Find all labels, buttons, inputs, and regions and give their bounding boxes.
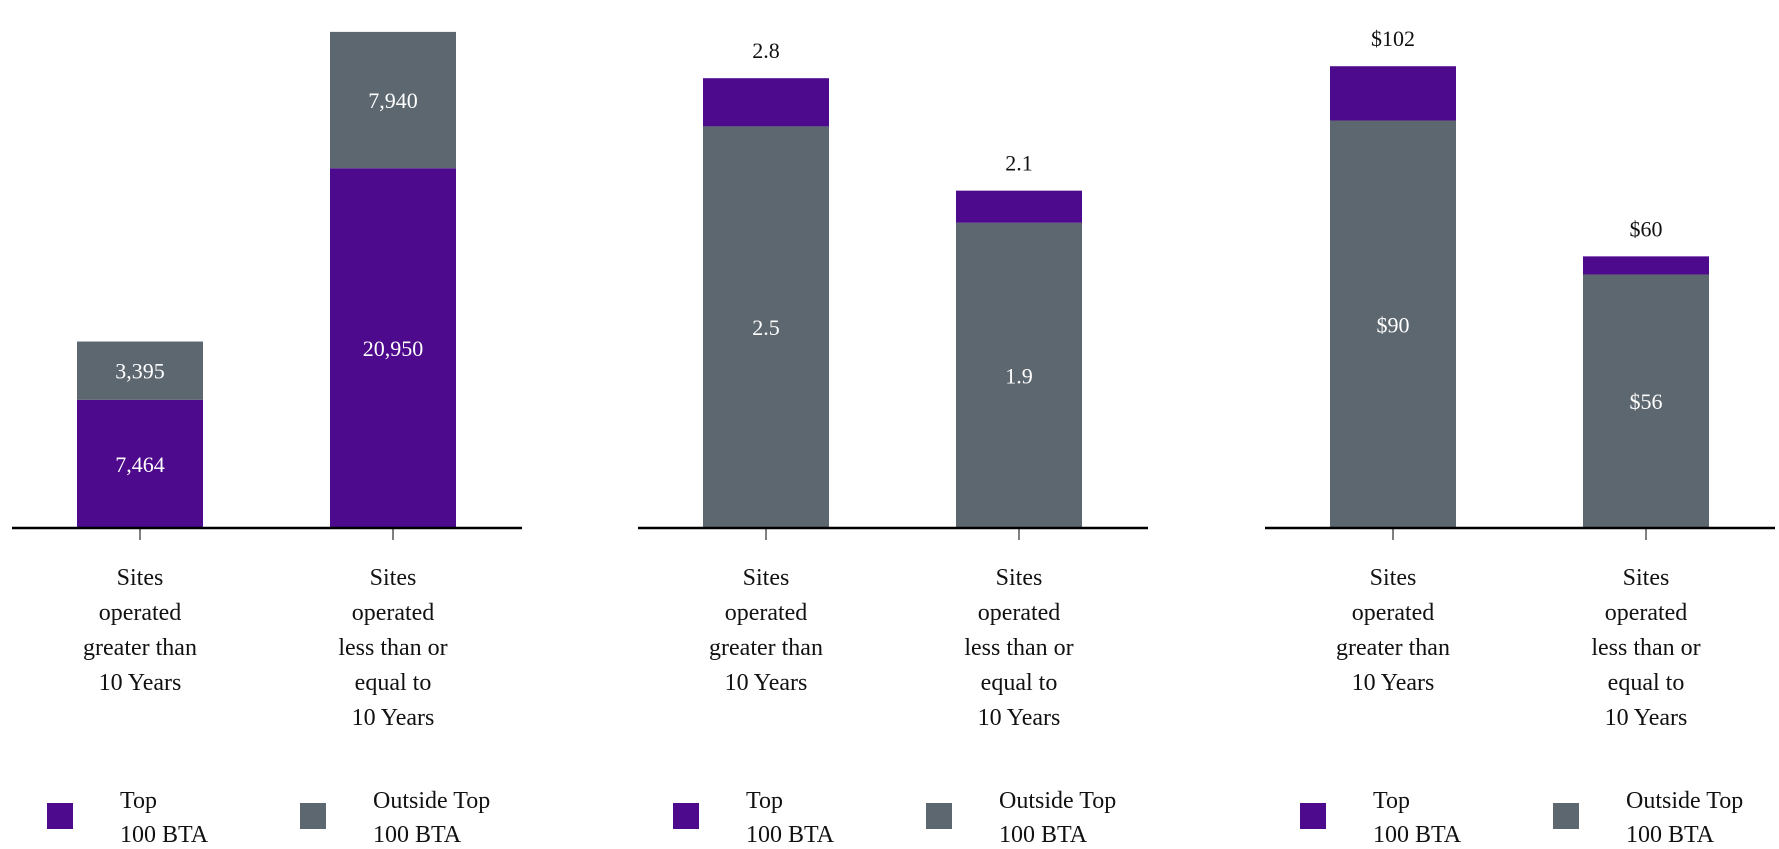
category-label-line: Sites (743, 565, 790, 591)
legend-label-line: 100 BTA (999, 822, 1088, 848)
legend-label-outside: Outside Top 100 BTA (999, 788, 1116, 848)
bar-outside-top-100-bta-1 (1330, 120, 1456, 528)
category-label-line: 10 Years (725, 670, 808, 696)
total-label: $60 (1630, 216, 1663, 241)
legend-label-line: Outside Top (999, 788, 1116, 814)
data-label: $56 (1630, 389, 1663, 414)
legend-swatch-outside (300, 803, 326, 829)
category-label-line: equal to (981, 670, 1058, 696)
legend-label-line: Outside Top (373, 788, 490, 814)
data-label: 3,395 (115, 359, 165, 384)
data-label: 20,950 (363, 336, 424, 361)
category-label-line: 10 Years (1352, 670, 1435, 696)
category-label-line: 10 Years (352, 705, 435, 731)
legend-label-line: 100 BTA (373, 822, 462, 848)
category-label: Sites operated greater than 10 Years (83, 565, 197, 696)
chart-panel-2: 2.5 2.8 Sites operated greater than 10 Years 1… (638, 38, 1148, 848)
category-label-line: 10 Years (1605, 705, 1688, 731)
data-label: $90 (1377, 312, 1410, 337)
category-label-line: operated (1605, 600, 1688, 626)
category-label-line: equal to (1608, 670, 1685, 696)
legend-label-line: Outside Top (1626, 788, 1743, 814)
data-label: 7,464 (115, 452, 165, 477)
category-label: Sites operated less than or equal to 10 Year… (1591, 565, 1700, 731)
category-label: Sites operated less than or equal to 10 Year… (964, 565, 1073, 731)
chart-panel-3: $90 $102 Sites operated greater than 10 Years… (1265, 26, 1775, 848)
bar-outside-top-100-bta-1 (77, 341, 203, 400)
bar-outside-top-100-bta-2 (1583, 274, 1709, 528)
legend-swatch-outside (926, 803, 952, 829)
legend-swatch-outside (1553, 803, 1579, 829)
bar-top-100-bta-2 (956, 190, 1082, 223)
category-label-line: less than or (1591, 635, 1700, 661)
category-label: Sites operated less than or equal to 10 Year… (338, 565, 447, 731)
data-label: 7,940 (368, 88, 418, 113)
bar-outside-top-100-bta-2 (330, 31, 456, 169)
bar-top-100-bta-2 (1583, 256, 1709, 275)
legend-label-line: 100 BTA (1373, 822, 1462, 848)
category-label: Sites operated greater than 10 Years (709, 565, 823, 696)
bar-top-100-bta-1 (77, 399, 203, 528)
legend-label-top: Top 100 BTA (746, 788, 835, 848)
bar-top-100-bta-2 (330, 168, 456, 529)
bar-outside-top-100-bta-2 (956, 222, 1082, 528)
total-label: 2.1 (1005, 151, 1033, 176)
category-label-line: greater than (83, 635, 197, 661)
category-label-line: 10 Years (978, 705, 1061, 731)
category-label-line: operated (99, 600, 182, 626)
category-label-line: less than or (964, 635, 1073, 661)
category-label-line: operated (725, 600, 808, 626)
legend-label-top: Top 100 BTA (120, 788, 209, 848)
total-label: $102 (1371, 26, 1415, 51)
bar-outside-top-100-bta-1 (703, 126, 829, 529)
legend-label-line: Top (746, 788, 783, 814)
category-label-line: operated (978, 600, 1061, 626)
legend-swatch-top (47, 803, 73, 829)
legend-label-line: 100 BTA (120, 822, 209, 848)
total-label: 2.8 (752, 38, 780, 63)
chart-panel-1: 7,464 3,395 Sites operated greater than 10 Ye… (12, 31, 522, 848)
legend-swatch-top (1300, 803, 1326, 829)
legend-label-outside: Outside Top 100 BTA (373, 788, 490, 848)
category-label-line: operated (1352, 600, 1435, 626)
category-label-line: Sites (1623, 565, 1670, 591)
category-label-line: greater than (1336, 635, 1450, 661)
legend-label-line: Top (120, 788, 157, 814)
legend-label-top: Top 100 BTA (1373, 788, 1462, 848)
category-label-line: Sites (117, 565, 164, 591)
legend-label-outside: Outside Top 100 BTA (1626, 788, 1743, 848)
category-label-line: equal to (355, 670, 432, 696)
legend-swatch-top (673, 803, 699, 829)
legend-label-line: 100 BTA (1626, 822, 1715, 848)
legend-label-line: Top (1373, 788, 1410, 814)
bar-top-100-bta-1 (1330, 66, 1456, 121)
category-label-line: greater than (709, 635, 823, 661)
data-label: 1.9 (1005, 363, 1033, 388)
category-label: Sites operated greater than 10 Years (1336, 565, 1450, 696)
category-label-line: Sites (996, 565, 1043, 591)
category-label-line: less than or (338, 635, 447, 661)
bar-top-100-bta-1 (703, 78, 829, 127)
data-label: 2.5 (752, 315, 780, 340)
category-label-line: 10 Years (99, 670, 182, 696)
category-label-line: Sites (1370, 565, 1417, 591)
legend-label-line: 100 BTA (746, 822, 835, 848)
category-label-line: operated (352, 600, 435, 626)
category-label-line: Sites (370, 565, 417, 591)
